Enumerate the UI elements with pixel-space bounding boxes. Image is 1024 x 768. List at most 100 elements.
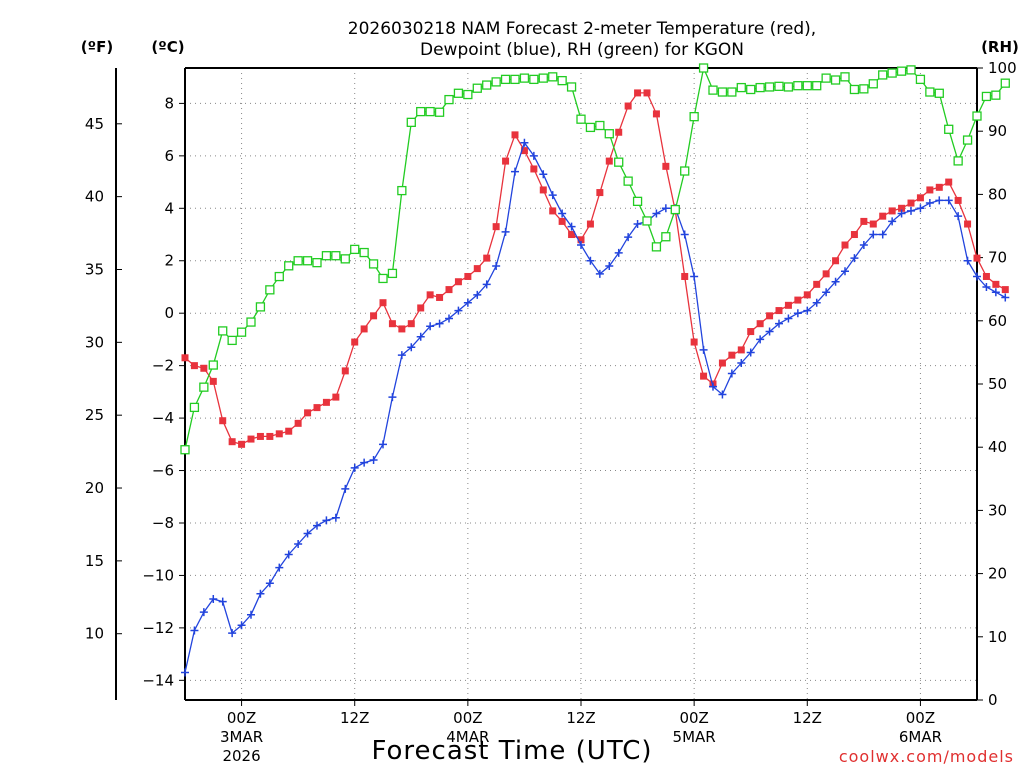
rh-line: [184, 65, 1006, 450]
temperature-point: [700, 372, 708, 380]
celsius-tick-label: −10: [142, 566, 174, 584]
dewpoint-point: [897, 209, 906, 218]
dewpoint-point: [737, 359, 746, 368]
rh-point: [246, 317, 256, 327]
time-tick-label: 12Z: [566, 709, 595, 727]
rh-point: [793, 81, 803, 91]
temperature-point: [624, 102, 632, 110]
dewpoint-point: [699, 345, 708, 354]
temperature-point: [718, 359, 726, 367]
rh-point: [962, 135, 973, 145]
temperature-point: [275, 430, 283, 438]
rh-point: [944, 124, 954, 134]
rh-point: [661, 232, 671, 242]
temperature-point: [973, 254, 981, 262]
dewpoint-point: [350, 463, 359, 472]
plot-frame: [115, 67, 978, 701]
dewpoint-point: [454, 306, 463, 315]
temperature-point: [558, 217, 566, 225]
temperature-point: [728, 351, 736, 359]
temperature-point: [247, 435, 255, 443]
temperature-point: [766, 312, 774, 320]
date-tick-label: 3MAR: [220, 728, 263, 746]
series-layer: [180, 63, 1010, 677]
fahrenheit-tick-labels: 45 40 35 30 25 20 15 10: [85, 115, 122, 643]
dewpoint-point: [746, 348, 755, 357]
dewpoint-point: [878, 230, 887, 239]
rh-point: [887, 68, 897, 78]
rh-point: [218, 326, 228, 336]
rh-point: [632, 196, 643, 207]
dewpoint-point: [501, 227, 510, 236]
celsius-tick-label: −12: [142, 619, 174, 637]
rh-point: [538, 73, 548, 83]
celsius-tick-label: 8: [164, 94, 174, 112]
dewpoint-point: [190, 626, 199, 635]
rh-point: [840, 72, 850, 82]
dewpoint-point: [199, 608, 208, 617]
dewpoint-point: [435, 319, 444, 328]
rh-point: [491, 77, 501, 87]
temperature-point: [850, 231, 858, 239]
rh-point: [416, 106, 426, 117]
rh-point: [463, 89, 473, 100]
fahrenheit-tick-label: 25: [85, 406, 104, 424]
temperature-point: [520, 147, 528, 155]
dewpoint-point: [756, 335, 765, 344]
rh-point: [670, 204, 680, 215]
dewpoint-point: [850, 254, 859, 263]
rh-point: [180, 445, 190, 455]
dewpoint-point: [718, 390, 727, 399]
fahrenheit-tick-label: 45: [85, 115, 104, 133]
temperature-point: [775, 307, 783, 315]
rh-point: [849, 84, 860, 95]
temperature-point: [219, 417, 227, 425]
year-tick-label: 2026: [222, 747, 260, 765]
temperature-point: [483, 254, 491, 262]
dewpoint-point: [284, 550, 293, 559]
temperature-point: [992, 280, 1000, 288]
rh-point: [434, 107, 445, 117]
temperature-point: [511, 131, 519, 139]
rh-point: [774, 81, 784, 91]
temperature-point: [916, 194, 924, 202]
date-tick-label: 6MAR: [899, 728, 942, 746]
dewpoint-point: [973, 272, 981, 281]
rh-point: [519, 73, 530, 83]
dewpoint-point: [369, 456, 378, 465]
dewpoint-point: [661, 204, 670, 213]
temperature-point: [426, 291, 434, 299]
rh-point: [680, 166, 690, 176]
date-tick-label: 4MAR: [446, 728, 489, 746]
celsius-tick-label: 4: [164, 199, 174, 217]
temperature-point: [634, 89, 642, 97]
rh-point: [350, 244, 360, 255]
temperature-point: [879, 212, 887, 220]
dewpoint-point: [247, 610, 255, 619]
dewpoint-point: [228, 629, 237, 638]
time-tick-label: 12Z: [793, 709, 822, 727]
temperature-point: [803, 291, 811, 299]
celsius-tick-label: −14: [142, 671, 174, 689]
temperature-point: [209, 377, 217, 385]
temperature-point: [605, 157, 613, 165]
rh-point: [746, 84, 756, 95]
rh-point: [255, 302, 266, 312]
rh-tick-label: 100: [988, 59, 1017, 77]
fahrenheit-tick-label: 35: [85, 260, 104, 278]
temperature-point: [181, 354, 189, 362]
rh-point: [698, 63, 709, 73]
temperature-point: [464, 272, 472, 280]
temperature-point: [860, 217, 868, 225]
temperature-point: [662, 162, 670, 170]
rh-point: [387, 268, 398, 279]
rh-point: [208, 360, 218, 370]
rh-point: [359, 247, 369, 258]
rh-point: [642, 216, 652, 226]
celsius-tick-label: −8: [152, 514, 174, 532]
temperature-point: [436, 293, 444, 301]
dewpoint-point: [294, 539, 303, 548]
temperature-point: [322, 398, 330, 406]
dewpoint-point: [614, 248, 623, 257]
